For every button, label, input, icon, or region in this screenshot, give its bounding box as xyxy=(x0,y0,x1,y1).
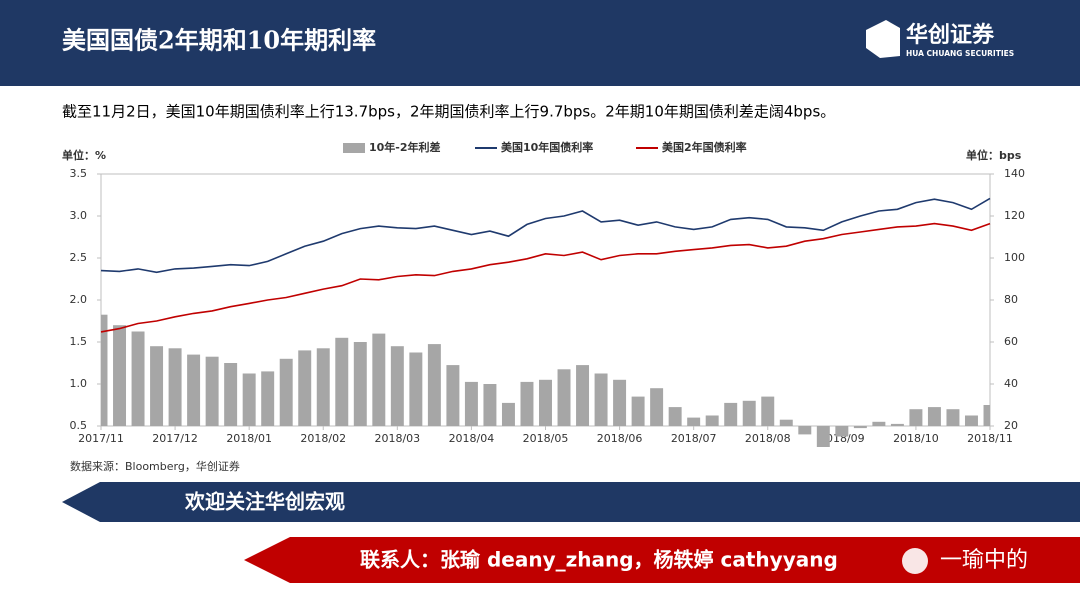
bar xyxy=(150,346,164,426)
bar xyxy=(205,356,219,426)
bar xyxy=(131,331,145,426)
x-tick-label: 2018/01 xyxy=(226,432,272,445)
line xyxy=(100,222,991,333)
x-tick-label: 2018/09 xyxy=(819,432,865,445)
bar xyxy=(724,402,738,426)
bar xyxy=(964,415,978,426)
chart: 0.5 1.0 1.5 2.0 2.5 3.0 3.5 20 40 60 80 100 120 140 20… xyxy=(70,140,1025,447)
legend-swatch xyxy=(343,143,365,153)
bar xyxy=(557,369,571,426)
y-tick-label: 2.5 xyxy=(70,251,88,264)
bar xyxy=(390,346,404,426)
bar xyxy=(742,400,756,426)
bar xyxy=(668,407,682,426)
bar xyxy=(613,379,627,426)
x-tick-label: 2018/04 xyxy=(449,432,495,445)
bar xyxy=(761,396,775,426)
x-tick-label: 2018/06 xyxy=(597,432,643,445)
x-tick-label: 2018/10 xyxy=(893,432,939,445)
legend-label: 美国2年国债利率 xyxy=(662,140,747,154)
bar xyxy=(279,358,293,426)
bar xyxy=(946,409,960,426)
y-tick-label: 3.5 xyxy=(70,167,88,180)
bar xyxy=(501,402,515,426)
bar xyxy=(242,373,256,426)
bar xyxy=(927,407,941,426)
source: 数据来源：Bloomberg，华创证券 xyxy=(70,459,240,473)
bar xyxy=(409,352,423,426)
contact-text: 联系人：张瑜 deany_zhang，杨轶婷 cathyyang xyxy=(360,548,838,572)
y2-tick-label: 100 xyxy=(1004,251,1025,264)
bar xyxy=(261,371,275,426)
bar xyxy=(187,354,201,426)
bar xyxy=(983,405,990,426)
logo-text: 华创证券 xyxy=(906,22,995,48)
bar xyxy=(520,381,534,426)
y-tick-label: 3.0 xyxy=(70,209,88,222)
slide-title: 美国国债2年期和10年期利率 xyxy=(62,26,376,55)
bar xyxy=(539,379,552,426)
bar xyxy=(835,426,849,437)
y-unit: 单位：% xyxy=(62,148,106,162)
bar xyxy=(631,396,645,426)
bar xyxy=(576,365,590,426)
bar xyxy=(446,365,460,426)
y-tick-label: 2.0 xyxy=(70,293,88,306)
bar xyxy=(483,384,497,426)
bar xyxy=(705,415,719,426)
logo-en: HUA CHUANG SECURITIES xyxy=(906,49,1014,58)
legend-label: 10年-2年利差 xyxy=(369,140,441,154)
bar xyxy=(224,363,238,426)
bar xyxy=(353,342,367,426)
banner-shape xyxy=(62,482,1080,522)
bar xyxy=(427,344,441,426)
x-tick-label: 2018/05 xyxy=(523,432,569,445)
bar xyxy=(890,423,904,426)
account: 一瑜中的 xyxy=(940,548,1028,573)
y2-tick-label: 120 xyxy=(1004,209,1025,222)
bar xyxy=(335,337,349,426)
y2-tick-label: 140 xyxy=(1004,167,1025,180)
y2-tick-label: 20 xyxy=(1004,419,1018,432)
y2-tick-label: 40 xyxy=(1004,377,1018,390)
bar xyxy=(687,417,701,426)
banner-text: 欢迎关注华创宏观 xyxy=(184,490,345,514)
bar xyxy=(650,388,664,426)
bar xyxy=(816,426,830,447)
legend-label: 美国10年国债利率 xyxy=(501,140,593,154)
y-tick-label: 1.5 xyxy=(70,335,88,348)
logo: 华创证券 HUA CHUANG SECURITIES xyxy=(866,20,1014,58)
y-tick-label: 1.0 xyxy=(70,377,88,390)
x-tick-label: 2018/02 xyxy=(300,432,346,445)
bar xyxy=(168,348,182,426)
y2-unit: 单位：bps xyxy=(966,148,1022,162)
line xyxy=(100,197,991,274)
y-tick-label: 0.5 xyxy=(70,419,88,432)
bar xyxy=(372,333,386,426)
x-tick-label: 2017/11 xyxy=(78,432,124,445)
contact-shape xyxy=(244,537,1080,583)
bar xyxy=(101,314,108,426)
x-tick-label: 2018/11 xyxy=(967,432,1013,445)
logo-icon xyxy=(866,20,900,58)
bar xyxy=(853,426,867,429)
bar xyxy=(298,350,312,426)
bar xyxy=(464,381,478,426)
bar xyxy=(909,409,923,426)
bar xyxy=(872,421,886,426)
wechat-icon xyxy=(902,548,928,574)
x-tick-label: 2018/03 xyxy=(374,432,420,445)
x-tick-label: 2017/12 xyxy=(152,432,198,445)
bar xyxy=(779,419,793,426)
bar xyxy=(594,373,608,426)
y2-tick-label: 60 xyxy=(1004,335,1018,348)
summary: 截至11月2日，美国10年期国债利率上行13.7bps，2年期国债利率上行9.7… xyxy=(62,103,835,121)
bar xyxy=(798,426,812,435)
y2-tick-label: 80 xyxy=(1004,293,1018,306)
bar xyxy=(316,348,330,426)
x-tick-label: 2018/08 xyxy=(745,432,791,445)
bar xyxy=(113,325,127,426)
x-tick-label: 2018/07 xyxy=(671,432,717,445)
